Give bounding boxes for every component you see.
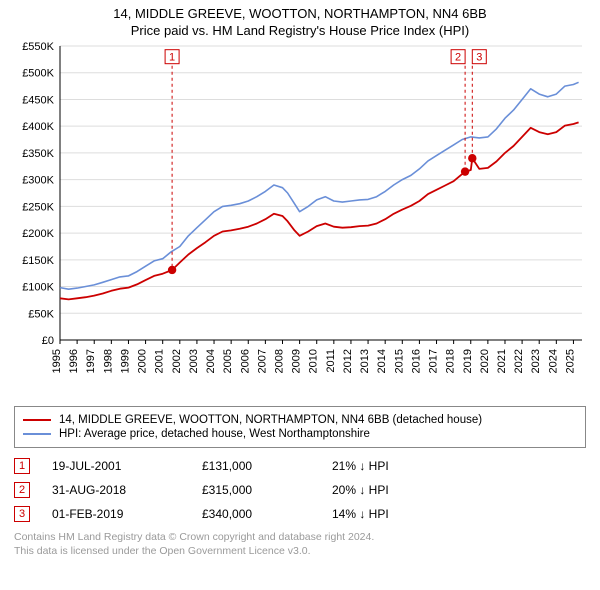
legend-swatch-property (23, 419, 51, 421)
svg-text:£250K: £250K (22, 201, 54, 213)
legend-row: HPI: Average price, detached house, West… (23, 427, 577, 441)
legend-label-hpi: HPI: Average price, detached house, West… (59, 428, 370, 440)
footer-line-2: This data is licensed under the Open Gov… (14, 544, 586, 558)
svg-text:2009: 2009 (291, 349, 303, 373)
svg-text:£50K: £50K (28, 308, 54, 320)
svg-text:2006: 2006 (239, 349, 251, 373)
svg-text:2018: 2018 (445, 349, 457, 373)
marker-dot (168, 266, 176, 274)
svg-text:2011: 2011 (325, 349, 337, 373)
svg-text:£400K: £400K (22, 121, 54, 133)
marker-delta: 20% ↓ HPI (332, 483, 492, 497)
svg-text:2012: 2012 (342, 349, 354, 373)
legend-row: 14, MIDDLE GREEVE, WOOTTON, NORTHAMPTON,… (23, 413, 577, 427)
svg-text:2008: 2008 (273, 349, 285, 373)
svg-text:£150K: £150K (22, 255, 54, 267)
chart-svg: £0 £50K £100K £150K £200K £250K £300K £350K £400… (10, 40, 590, 400)
svg-text:2017: 2017 (428, 349, 440, 373)
marker-dot (468, 154, 476, 162)
svg-text:2013: 2013 (359, 349, 371, 373)
svg-text:£200K: £200K (22, 228, 54, 240)
svg-text:2005: 2005 (222, 349, 234, 373)
svg-text:2004: 2004 (205, 349, 217, 373)
svg-text:1999: 1999 (119, 349, 131, 373)
svg-text:1: 1 (169, 52, 175, 64)
svg-text:2015: 2015 (393, 349, 405, 373)
marker-badge-1: 1 (14, 458, 30, 474)
chart-area: £0 £50K £100K £150K £200K £250K £300K £350K £400… (10, 40, 590, 400)
title-main: 14, MIDDLE GREEVE, WOOTTON, NORTHAMPTON,… (8, 6, 592, 21)
marker-price: £340,000 (202, 507, 332, 521)
marker-price: £315,000 (202, 483, 332, 497)
svg-text:£0: £0 (42, 335, 54, 347)
marker-row: 3 01-FEB-2019 £340,000 14% ↓ HPI (14, 502, 586, 526)
svg-text:2001: 2001 (154, 349, 166, 373)
legend-swatch-hpi (23, 433, 51, 435)
title-sub: Price paid vs. HM Land Registry's House … (8, 23, 592, 38)
svg-text:2024: 2024 (547, 349, 559, 373)
svg-text:2022: 2022 (513, 349, 525, 373)
chart-titles: 14, MIDDLE GREEVE, WOOTTON, NORTHAMPTON,… (0, 0, 600, 40)
markers-table: 1 19-JUL-2001 £131,000 21% ↓ HPI 2 31-AU… (14, 454, 586, 526)
footer-line-1: Contains HM Land Registry data © Crown c… (14, 530, 586, 544)
svg-text:2000: 2000 (137, 349, 149, 373)
svg-text:£500K: £500K (22, 68, 54, 80)
marker-date: 19-JUL-2001 (52, 459, 202, 473)
marker-date: 01-FEB-2019 (52, 507, 202, 521)
svg-text:£450K: £450K (22, 94, 54, 106)
marker-delta: 21% ↓ HPI (332, 459, 492, 473)
svg-text:1995: 1995 (51, 349, 63, 373)
marker-price: £131,000 (202, 459, 332, 473)
svg-text:1998: 1998 (102, 349, 114, 373)
svg-text:2025: 2025 (564, 349, 576, 373)
svg-text:£300K: £300K (22, 175, 54, 187)
svg-text:1997: 1997 (85, 349, 97, 373)
page-root: 14, MIDDLE GREEVE, WOOTTON, NORTHAMPTON,… (0, 0, 600, 558)
svg-text:2020: 2020 (479, 349, 491, 373)
svg-text:2002: 2002 (171, 349, 183, 373)
svg-text:£100K: £100K (22, 282, 54, 294)
svg-text:£550K: £550K (22, 41, 54, 53)
marker-row: 2 31-AUG-2018 £315,000 20% ↓ HPI (14, 478, 586, 502)
svg-text:2016: 2016 (410, 349, 422, 373)
svg-text:2019: 2019 (462, 349, 474, 373)
marker-badge-3: 3 (14, 506, 30, 522)
marker-badge-2: 2 (14, 482, 30, 498)
svg-text:2014: 2014 (376, 349, 388, 373)
svg-text:2021: 2021 (496, 349, 508, 373)
marker-row: 1 19-JUL-2001 £131,000 21% ↓ HPI (14, 454, 586, 478)
legend-box: 14, MIDDLE GREEVE, WOOTTON, NORTHAMPTON,… (14, 406, 586, 448)
svg-text:2023: 2023 (530, 349, 542, 373)
footer-attribution: Contains HM Land Registry data © Crown c… (14, 530, 586, 558)
marker-date: 31-AUG-2018 (52, 483, 202, 497)
svg-text:2003: 2003 (188, 349, 200, 373)
svg-text:3: 3 (476, 52, 482, 64)
svg-text:2007: 2007 (256, 349, 268, 373)
marker-delta: 14% ↓ HPI (332, 507, 492, 521)
svg-text:£350K: £350K (22, 148, 54, 160)
svg-text:2: 2 (455, 52, 461, 64)
marker-dot (461, 167, 469, 175)
legend-label-property: 14, MIDDLE GREEVE, WOOTTON, NORTHAMPTON,… (59, 414, 482, 426)
svg-text:2010: 2010 (308, 349, 320, 373)
svg-text:1996: 1996 (68, 349, 80, 373)
